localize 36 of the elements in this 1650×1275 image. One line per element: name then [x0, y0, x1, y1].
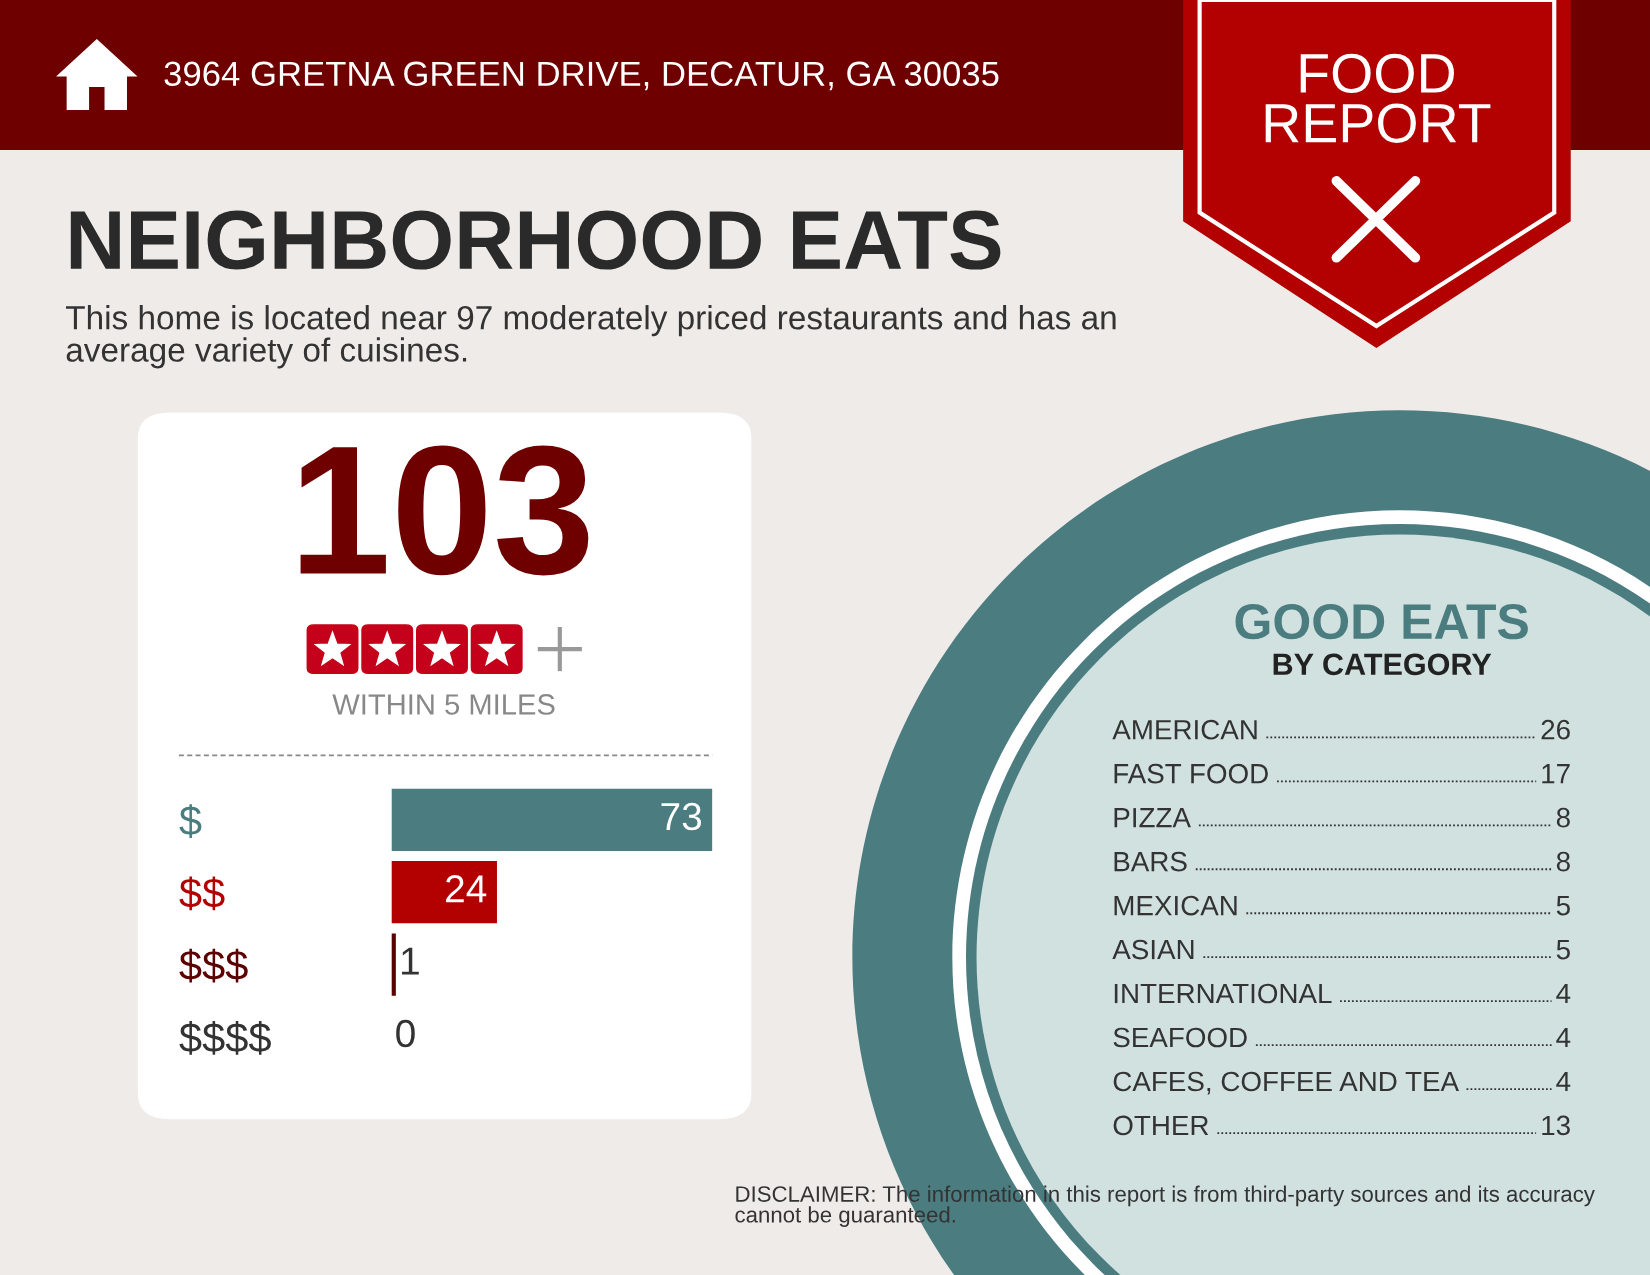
data-label: 0: [396, 1019, 415, 1048]
text: 103: [300, 445, 589, 576]
category-label: INTERNATIONAL: [1114, 983, 1332, 1004]
data-label: 4: [1556, 1027, 1571, 1048]
data-label: 4: [1556, 1071, 1571, 1092]
text: BY CATEGORY: [1273, 653, 1492, 676]
text: WITHIN 5 MILES: [332, 694, 555, 715]
data-label: 4: [1556, 983, 1571, 1004]
data-label: 17: [1542, 764, 1570, 784]
category-label: BARS: [1114, 851, 1187, 872]
category-label: CAFES, COFFEE AND TEA: [1113, 1071, 1460, 1095]
y-tick-label: $$: [179, 876, 225, 911]
data-label: 1: [402, 947, 419, 975]
data-label: 8: [1556, 851, 1570, 872]
text: 3964 GRETNA GREEN DRIVE, DECATUR, GA 30035: [164, 61, 999, 91]
y-tick-label: $$$$: [179, 1021, 271, 1055]
text: FOOD REPORT: [1265, 53, 1491, 143]
data-label: 8: [1556, 807, 1570, 828]
data-label: 26: [1541, 719, 1570, 740]
category-label: PIZZA: [1114, 808, 1191, 828]
chart-title: NEIGHBORHOOD EATS: [70, 210, 1001, 270]
data-label: 5: [1556, 940, 1570, 960]
data-label: 13: [1542, 1115, 1570, 1136]
text: GOOD EATS: [1235, 603, 1528, 640]
category-label: FAST FOOD: [1114, 763, 1268, 784]
data-label: 73: [661, 802, 702, 831]
y-tick-label: $: [179, 804, 202, 838]
category-label: OTHER: [1113, 1115, 1209, 1136]
y-tick-label: $$$: [179, 948, 248, 983]
data-label: 24: [446, 875, 487, 903]
category-label: ASIAN: [1112, 939, 1194, 960]
category-label: SEAFOOD: [1113, 1027, 1247, 1048]
data-label: 5: [1556, 896, 1570, 916]
chart-subtitle: This home is located near 97 moderately priced restaurants and has an average variety of cuisines.: [65, 305, 1116, 369]
category-label: MEXICAN: [1114, 895, 1237, 916]
category-label: AMERICAN: [1112, 719, 1257, 740]
